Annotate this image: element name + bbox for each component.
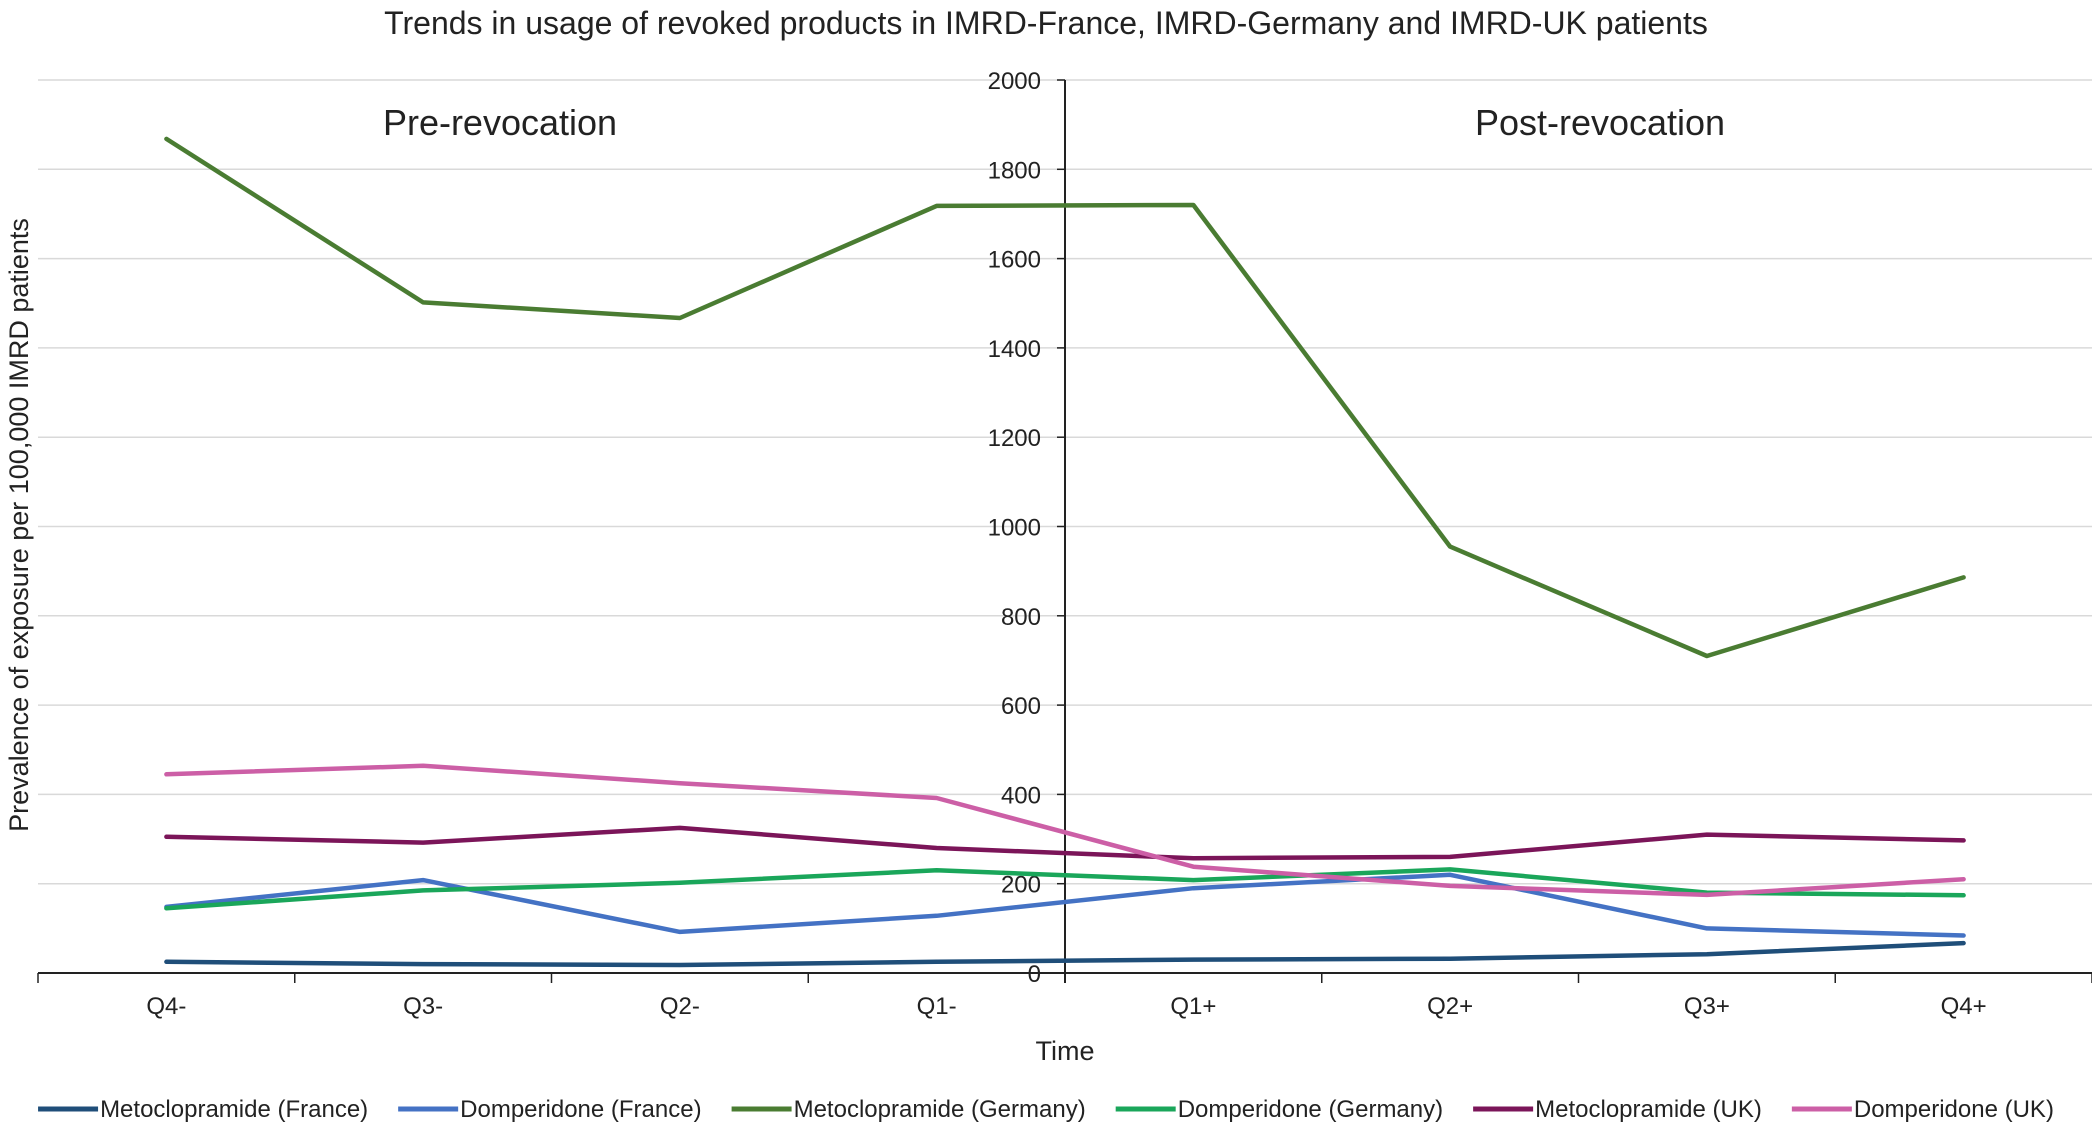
y-axis-title: Prevalence of exposure per 100,000 IMRD … xyxy=(4,218,34,832)
legend-label: Metoclopramide (Germany) xyxy=(794,1096,1086,1123)
text-layer: Trends in usage of revoked products in I… xyxy=(4,5,1725,1066)
legend: Metoclopramide (France) Domperidone (Fran… xyxy=(38,1096,2054,1123)
axes: 0200400600800100012001400160018002000Q4-… xyxy=(37,68,2092,1020)
legend-label: Metoclopramide (France) xyxy=(100,1096,368,1123)
y-tick-label: 1800 xyxy=(988,157,1041,184)
chart-title: Trends in usage of revoked products in I… xyxy=(384,5,1708,41)
legend-item: Domperidone (Germany) xyxy=(1115,1096,1443,1123)
x-tick-label: Q2+ xyxy=(1427,993,1473,1020)
y-tick-label: 2000 xyxy=(988,68,1041,95)
legend-label: Domperidone (UK) xyxy=(1854,1096,2054,1123)
series-line-0 xyxy=(164,940,1966,968)
legend-item: Metoclopramide (UK) xyxy=(1473,1096,1762,1123)
legend-item: Metoclopramide (France) xyxy=(38,1096,368,1123)
y-tick-label: 1400 xyxy=(988,336,1041,363)
x-tick-label: Q4- xyxy=(146,993,186,1020)
y-tick-label: 1000 xyxy=(988,515,1041,542)
y-tick-label: 400 xyxy=(1001,782,1041,809)
x-tick-label: Q2- xyxy=(660,993,700,1020)
y-tick-label: 1600 xyxy=(988,247,1041,274)
x-tick-label: Q4+ xyxy=(1941,993,1987,1020)
series-line-5 xyxy=(164,763,1966,898)
series-lines xyxy=(164,136,1966,968)
series-line-3 xyxy=(164,867,1966,911)
x-tick-label: Q3- xyxy=(403,993,443,1020)
series-line-2 xyxy=(164,136,1966,659)
y-tick-label: 0 xyxy=(1028,961,1041,988)
series-line-4 xyxy=(164,825,1966,861)
legend-item: Metoclopramide (Germany) xyxy=(731,1096,1086,1123)
legend-label: Domperidone (Germany) xyxy=(1178,1096,1443,1123)
x-tick-label: Q3+ xyxy=(1684,993,1730,1020)
legend-label: Domperidone (France) xyxy=(460,1096,701,1123)
legend-item: Domperidone (France) xyxy=(398,1096,702,1123)
legend-item: Domperidone (UK) xyxy=(1791,1096,2054,1123)
x-axis-title: Time xyxy=(1036,1036,1095,1066)
x-tick-label: Q1- xyxy=(917,993,957,1020)
y-tick-label: 600 xyxy=(1001,693,1041,720)
x-tick-label: Q1+ xyxy=(1170,993,1216,1020)
legend-label: Metoclopramide (UK) xyxy=(1535,1096,1762,1123)
post-revocation-label: Post-revocation xyxy=(1475,102,1725,143)
y-tick-label: 800 xyxy=(1001,604,1041,631)
y-tick-label: 1200 xyxy=(988,425,1041,452)
pre-revocation-label: Pre-revocation xyxy=(383,102,617,143)
